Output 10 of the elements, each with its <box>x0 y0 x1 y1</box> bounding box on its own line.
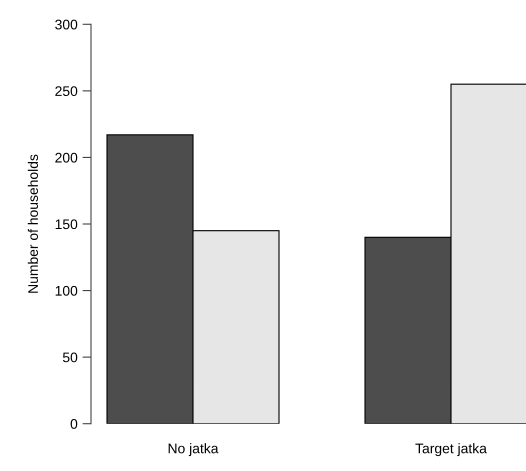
x-tick-label: No jatka <box>168 443 218 456</box>
y-tick-label: 300 <box>55 20 78 30</box>
y-tick-label: 100 <box>56 286 78 296</box>
y-tick-label: 50 <box>62 352 78 362</box>
y-tick-label: 150 <box>56 219 78 230</box>
y-tick-label: 0 <box>70 419 78 429</box>
y-tick-label: 200 <box>55 152 78 163</box>
y-axis-title: Number of households <box>28 154 38 293</box>
x-tick-label: Target jatka <box>415 443 487 456</box>
y-tick-label: 250 <box>55 86 78 96</box>
